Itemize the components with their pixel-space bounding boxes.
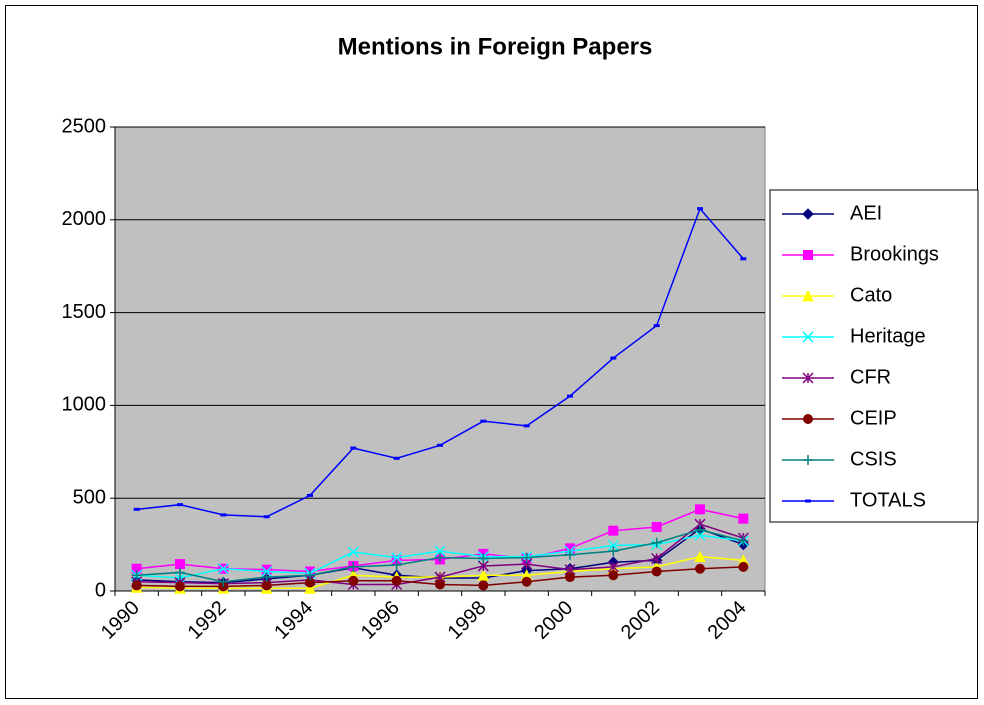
marker	[175, 559, 185, 570]
marker	[802, 331, 814, 343]
legend-label: CEIP	[850, 407, 897, 429]
marker	[651, 566, 662, 577]
legend-label: CFR	[850, 366, 891, 388]
plot-area	[114, 126, 766, 592]
marker	[391, 560, 402, 571]
marker	[521, 552, 532, 563]
marker	[695, 563, 705, 574]
legend-label: Brookings	[850, 243, 939, 265]
y-tick-label: 0	[95, 579, 106, 601]
y-tick-label: 2500	[62, 115, 107, 137]
marker	[694, 550, 706, 563]
marker	[803, 250, 813, 260]
chart-title: Mentions in Foreign Papers	[338, 33, 653, 60]
marker	[607, 539, 619, 552]
marker	[695, 504, 705, 515]
marker	[261, 580, 272, 591]
legend-label: TOTALS	[850, 489, 926, 511]
marker	[565, 572, 575, 583]
marker	[133, 507, 140, 511]
legend-label: Heritage	[850, 325, 926, 347]
marker	[608, 546, 619, 557]
marker	[653, 324, 660, 328]
marker	[391, 575, 402, 586]
marker	[393, 456, 400, 460]
y-tick-label: 1500	[62, 301, 107, 323]
y-tick-label: 2000	[62, 208, 107, 230]
marker	[304, 582, 316, 594]
marker	[802, 289, 814, 302]
marker	[347, 546, 359, 558]
marker	[175, 567, 185, 578]
marker	[435, 552, 445, 563]
marker	[307, 493, 313, 497]
marker	[607, 561, 619, 573]
marker	[803, 414, 813, 424]
marker	[131, 580, 142, 591]
marker	[220, 513, 227, 517]
marker	[177, 503, 183, 507]
marker	[738, 513, 749, 524]
marker	[802, 372, 814, 384]
marker	[523, 424, 530, 428]
marker	[521, 576, 532, 587]
legend-label: CSIS	[850, 448, 897, 470]
marker	[695, 524, 705, 535]
legend-label: AEI	[850, 202, 882, 224]
marker	[565, 549, 575, 560]
marker	[480, 419, 487, 423]
marker	[610, 356, 617, 360]
y-tick-label: 1000	[62, 394, 107, 416]
marker	[740, 257, 747, 261]
marker	[175, 581, 185, 592]
marker	[567, 394, 573, 398]
marker	[305, 570, 315, 581]
marker	[348, 575, 359, 586]
marker	[261, 565, 273, 578]
marker	[434, 545, 446, 557]
marker	[478, 553, 489, 564]
marker	[608, 570, 619, 581]
marker	[217, 563, 229, 575]
marker	[261, 572, 272, 583]
y-tick-label: 500	[73, 486, 106, 508]
marker	[477, 569, 490, 581]
marker	[437, 443, 443, 447]
marker	[348, 561, 359, 572]
marker	[391, 552, 403, 564]
marker	[651, 521, 662, 532]
marker	[435, 579, 445, 590]
marker	[738, 561, 749, 572]
legend-label: Cato	[850, 284, 892, 306]
marker	[738, 535, 749, 546]
marker	[218, 576, 229, 587]
marker	[805, 499, 811, 503]
marker	[350, 446, 357, 450]
marker	[803, 455, 813, 465]
marker	[651, 537, 662, 548]
marker	[478, 580, 489, 591]
marker	[697, 207, 703, 211]
marker	[802, 208, 814, 220]
marker	[608, 525, 619, 536]
legend-box	[769, 189, 979, 523]
marker	[651, 552, 663, 565]
marker	[263, 515, 270, 519]
marker	[694, 529, 706, 541]
marker	[131, 570, 142, 581]
